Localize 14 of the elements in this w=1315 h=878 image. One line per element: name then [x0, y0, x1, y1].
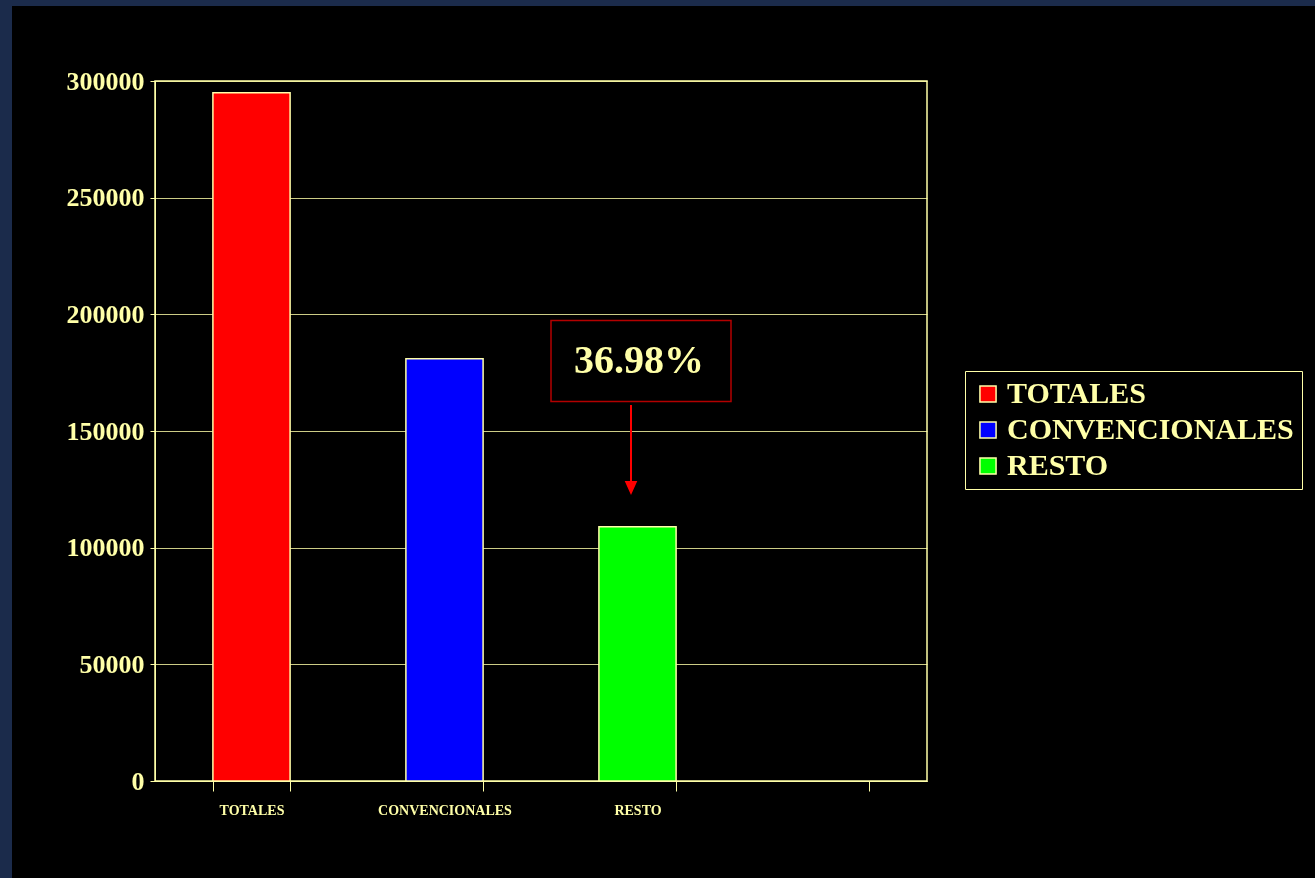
- y-tick-label: 0: [131, 766, 145, 796]
- legend-label: TOTALES: [1007, 376, 1146, 409]
- x-tick-label: RESTO: [614, 802, 662, 818]
- y-tick-label: 300000: [66, 66, 145, 96]
- annotation: 36.98%: [574, 337, 704, 382]
- y-tick-label: 100000: [66, 533, 145, 563]
- x-tick-label: TOTALES: [219, 802, 285, 818]
- y-tick-label: 50000: [79, 649, 145, 679]
- legend-label: CONVENCIONALES: [1007, 412, 1294, 445]
- x-tick-label: CONVENCIONALES: [378, 802, 513, 818]
- y-tick-label: 150000: [66, 416, 145, 446]
- legend-label: RESTO: [1007, 448, 1109, 481]
- y-tick-label: 200000: [66, 299, 145, 329]
- y-tick-label: 250000: [66, 183, 145, 213]
